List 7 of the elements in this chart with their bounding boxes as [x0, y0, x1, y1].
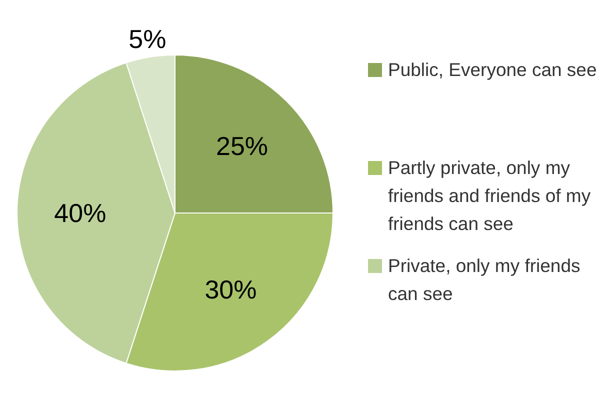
data-label: 5%: [128, 24, 166, 54]
legend-label: Private, only my friends can see: [388, 254, 582, 306]
legend-label: Partly private, only my friends and friends of my friends can see: [388, 156, 592, 236]
data-label: 40%: [54, 198, 106, 228]
data-label: 25%: [216, 130, 268, 161]
legend-label: Public, Everyone can see: [388, 58, 597, 82]
data-label: 30%: [204, 274, 257, 305]
